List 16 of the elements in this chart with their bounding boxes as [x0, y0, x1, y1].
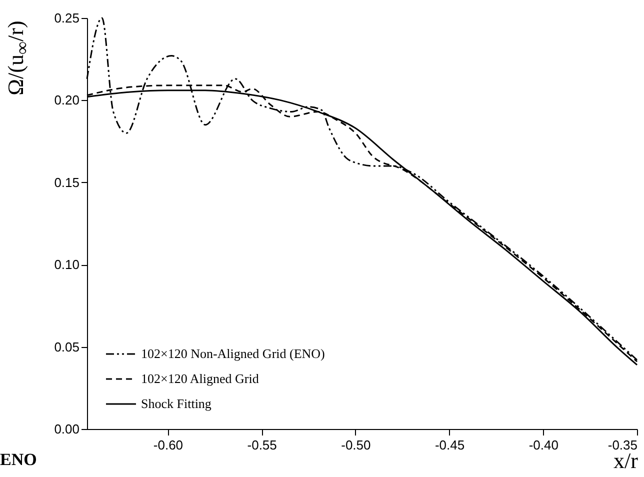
y-tick-label: 0.00 — [54, 422, 80, 436]
legend-label: Shock Fitting — [141, 396, 212, 411]
legend-label: 102×120 Aligned Grid — [141, 371, 260, 386]
legend-label: 102×120 Non-Aligned Grid (ENO) — [141, 346, 325, 361]
x-tick-label: -0.60 — [153, 438, 184, 452]
x-tick-label: -0.50 — [341, 438, 371, 452]
y-tick-label: 0.10 — [54, 257, 80, 272]
y-tick-label: 0.05 — [54, 339, 80, 354]
y-tick-label: 0.25 — [54, 10, 80, 26]
text: ENO — [0, 450, 37, 470]
x-tick-label: -0.55 — [247, 438, 277, 452]
y-tick-label: 0.20 — [54, 92, 80, 108]
y-tick-label: 0.15 — [54, 174, 80, 190]
x-tick-label: -0.40 — [528, 438, 558, 452]
x-tick-label: -0.35 — [608, 438, 638, 452]
x-tick-label: -0.45 — [434, 438, 465, 452]
